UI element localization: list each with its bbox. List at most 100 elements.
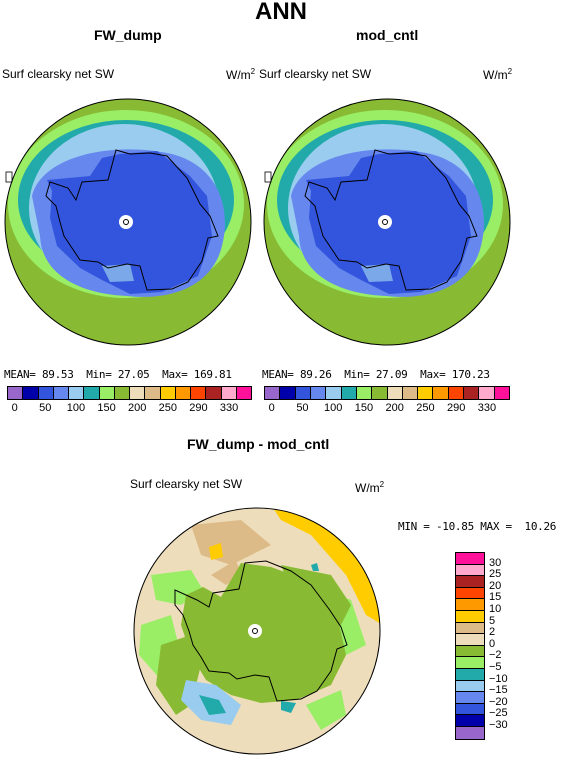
diff-colorbar-swatch xyxy=(456,587,484,600)
diff-colorbar-swatch xyxy=(456,576,484,588)
colorbar-swatch xyxy=(114,387,130,399)
colorbar-swatch xyxy=(418,387,434,399)
colorbar-swatch xyxy=(191,387,207,399)
colorbar-fw-dump xyxy=(7,386,252,400)
colorbar-swatch xyxy=(387,387,403,399)
diff-colorbar-tick-label: 2 xyxy=(489,626,496,639)
colorbar-swatch xyxy=(265,387,281,399)
colorbar-swatch xyxy=(236,387,251,399)
colorbar-tick-label: 290 xyxy=(447,402,466,414)
diff-units: W/m2 xyxy=(355,480,385,495)
diff-colorbar-tick-label: 5 xyxy=(489,614,496,627)
colorbar-tick-label: 290 xyxy=(189,402,208,414)
colorbar-swatch xyxy=(8,387,24,399)
colorbar-tick-label: 250 xyxy=(158,402,177,414)
diff-colorbar-swatch xyxy=(456,645,484,658)
diff-variable-label: Surf clearsky net SW xyxy=(130,477,243,491)
colorbar-swatch xyxy=(464,387,480,399)
colorbar-swatch xyxy=(280,387,296,399)
colorbar-tick-label: 150 xyxy=(354,402,374,414)
colorbar-swatch xyxy=(221,387,237,399)
diff-colorbar-tick-label: 10 xyxy=(489,603,502,615)
colorbar-swatch xyxy=(433,387,449,399)
diff-colorbar-tick-label: −15 xyxy=(489,684,508,697)
stats-fw-dump: MEAN= 89.53 Min= 27.05 Max= 169.81 xyxy=(4,368,232,381)
colorbar-tick-label: 150 xyxy=(97,402,116,414)
variable-label-left: Surf clearsky net SW xyxy=(2,67,115,81)
units-right: W/m2 xyxy=(483,67,513,82)
diff-colorbar-tick-label: −25 xyxy=(489,707,508,720)
colorbar-tick-label: 100 xyxy=(66,402,86,414)
diff-panel-title: FW_dump - mod_cntl xyxy=(187,436,330,452)
diff-colorbar-tick-label: −10 xyxy=(489,672,508,685)
colorbar-swatch xyxy=(84,387,100,399)
colorbar-tick-label: 0 xyxy=(11,402,18,414)
diff-colorbar-tick-label: −2 xyxy=(489,649,502,662)
colorbar-swatch xyxy=(295,387,311,399)
colorbar-tick-label: 200 xyxy=(127,402,147,414)
colorbar-swatch xyxy=(494,387,509,399)
colorbar-swatch xyxy=(341,387,357,399)
colorbar-swatch xyxy=(53,387,69,399)
diff-colorbar-swatch xyxy=(456,680,484,693)
colorbar-difference xyxy=(455,552,485,740)
diff-colorbar-tick-label: 15 xyxy=(489,591,502,604)
diff-colorbar-swatch xyxy=(456,564,484,577)
colorbar-tick-label: 50 xyxy=(39,402,52,414)
colorbar-tick-label: 330 xyxy=(219,402,239,414)
polar-map-mod-cntl xyxy=(263,98,511,346)
diff-colorbar-swatch xyxy=(456,726,484,739)
colorbar-swatch xyxy=(448,387,465,399)
polar-map-difference xyxy=(133,507,381,755)
colorbar-swatch xyxy=(479,387,495,399)
diff-colorbar-swatch xyxy=(456,553,484,565)
colorbar-ticks-fw-dump: 0 50 100 150 200 250 290 330 xyxy=(7,402,252,416)
colorbar-swatch xyxy=(310,387,327,399)
colorbar-tick-label: 0 xyxy=(268,402,275,414)
colorbar-tick-label: 200 xyxy=(385,402,404,414)
diff-colorbar-swatch xyxy=(456,692,484,704)
colorbar-swatch xyxy=(206,387,222,399)
diff-colorbar-tick-label: −5 xyxy=(489,661,502,673)
colorbar-swatch xyxy=(145,387,161,399)
colorbar-mod-cntl xyxy=(264,386,510,400)
units-left: W/m2 xyxy=(226,67,256,82)
colorbar-tick-label: 250 xyxy=(416,402,435,414)
diff-colorbar-swatch xyxy=(456,599,484,611)
main-title: ANN xyxy=(255,0,307,25)
panel-title-mod-cntl: mod_cntl xyxy=(356,27,419,43)
colorbar-tick-label: 50 xyxy=(296,402,309,414)
colorbar-swatch xyxy=(160,387,176,399)
diff-colorbar-tick-label: −20 xyxy=(489,695,508,708)
colorbar-ticks-mod-cntl: 0 50 100 150 200 250 290 330 xyxy=(264,402,510,416)
diff-colorbar-swatch xyxy=(456,657,484,669)
colorbar-tick-label: 100 xyxy=(324,402,343,414)
diff-colorbar-tick-label: 20 xyxy=(489,579,502,592)
diff-colorbar-swatch xyxy=(456,703,484,716)
colorbar-swatch xyxy=(99,387,115,399)
diff-colorbar-swatch xyxy=(456,610,484,623)
colorbar-tick-label: 330 xyxy=(477,402,497,414)
colorbar-swatch xyxy=(372,387,388,399)
diff-colorbar-swatch xyxy=(456,634,484,646)
diff-colorbar-swatch xyxy=(456,715,484,727)
diff-min-max: MIN = -10.85 MAX = 10.26 xyxy=(398,520,557,533)
colorbar-swatch xyxy=(69,387,85,399)
colorbar-swatch xyxy=(326,387,342,399)
panel-title-fw-dump: FW_dump xyxy=(94,27,162,43)
colorbar-swatch xyxy=(38,387,54,399)
diff-colorbar-swatch xyxy=(456,668,484,681)
stats-mod-cntl: MEAN= 89.26 Min= 27.09 Max= 170.23 xyxy=(262,368,490,381)
diff-colorbar-tick-label: −30 xyxy=(489,719,508,731)
colorbar-swatch xyxy=(402,387,419,399)
diff-colorbar-tick-label: 30 xyxy=(489,556,502,569)
diff-colorbar-tick-label: 0 xyxy=(489,637,496,650)
colorbar-swatch xyxy=(130,387,146,399)
colorbar-swatch xyxy=(175,387,191,399)
variable-label-right: Surf clearsky net SW xyxy=(259,67,372,81)
polar-map-fw-dump xyxy=(4,98,252,346)
diff-colorbar-swatch xyxy=(456,622,484,635)
diff-colorbar-tick-label: 25 xyxy=(489,568,502,581)
colorbar-swatch xyxy=(23,387,39,399)
colorbar-swatch xyxy=(356,387,373,399)
